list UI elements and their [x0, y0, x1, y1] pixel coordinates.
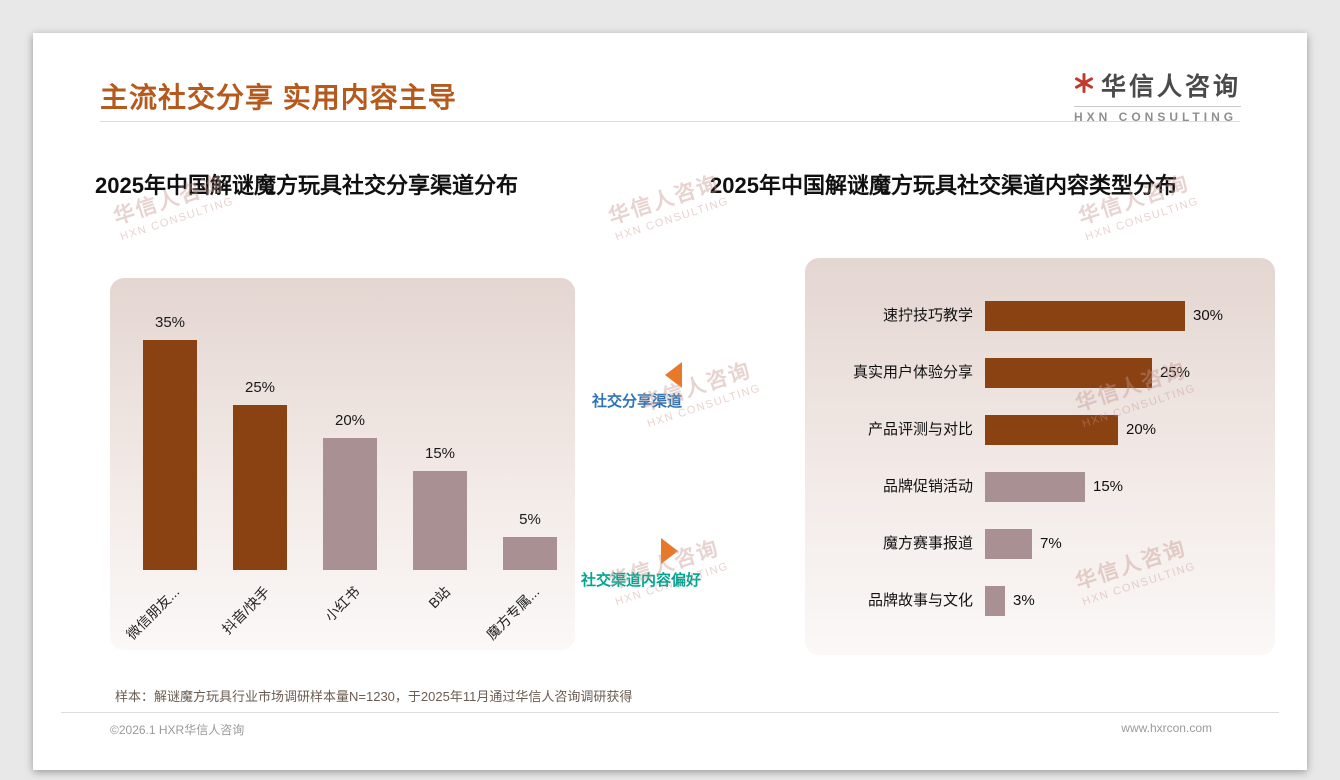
page-title: 主流社交分享 实用内容主导: [100, 82, 457, 113]
right-chart-plot: 速拧技巧教学 30% 真实用户体验分享 25% 产品评测与对比 20% 品牌促销活动 15% 魔…: [805, 258, 1275, 655]
bar: [233, 405, 287, 570]
bar-category-label: 产品评测与对比: [867, 421, 973, 438]
bar-category-label: 速拧技巧教学: [882, 307, 973, 324]
footer-copyright: ©2026.1 HXR华信人咨询: [110, 723, 245, 737]
bar-value-label: 5%: [519, 511, 541, 528]
footer-divider: [61, 712, 1279, 713]
bar-category-label: B站: [424, 583, 453, 612]
bar-value-label: 35%: [154, 314, 186, 331]
arrow-right-icon: [661, 538, 678, 564]
bar: [985, 586, 1005, 616]
left-chart-plot: 35% 微信朋友... 25% 抖音/快手 20% 小红书 15% B站 5% 魔方专属...: [110, 278, 575, 650]
logo-mark-icon: [1074, 72, 1094, 98]
logo-name-cn: 华信人咨询: [1100, 73, 1241, 101]
logo-name-en: HXN CONSULTING: [1073, 106, 1241, 124]
bar: [143, 340, 197, 570]
bar-value-label: 25%: [244, 379, 276, 396]
bar-category-label: 微信朋友...: [123, 583, 183, 643]
footer-website: www.hxrcon.com: [1121, 721, 1212, 735]
header-divider: [100, 121, 1240, 122]
bar: [323, 438, 377, 570]
bar-value-label: 30%: [1193, 307, 1224, 324]
bar-value-label: 25%: [1160, 364, 1191, 381]
bar: [413, 471, 467, 570]
bar-category-label: 抖音/快手: [219, 583, 273, 638]
bar-value-label: 15%: [424, 445, 456, 462]
bar-category-label: 真实用户体验分享: [852, 364, 973, 381]
annotation-content-preference: 社交渠道内容偏好: [580, 572, 701, 589]
bar-value-label: 20%: [1126, 421, 1157, 438]
logo: 华信人咨询 HXN CONSULTING: [1073, 67, 1241, 124]
bar: [985, 358, 1152, 388]
right-chart-title: 2025年中国解谜魔方玩具社交渠道内容类型分布: [710, 173, 1177, 198]
left-chart-title: 2025年中国解谜魔方玩具社交分享渠道分布: [95, 173, 518, 198]
bar: [985, 472, 1085, 502]
bar-category-label: 魔方专属...: [483, 583, 543, 643]
slide-card: 主流社交分享 实用内容主导 华信人咨询 HXN CONSULTING 2025年…: [33, 33, 1307, 770]
right-chart-panel: 速拧技巧教学 30% 真实用户体验分享 25% 产品评测与对比 20% 品牌促销活动 15% 魔…: [805, 258, 1275, 655]
bar-value-label: 20%: [334, 412, 366, 429]
bar-value-label: 3%: [1013, 592, 1035, 609]
bar: [503, 537, 557, 570]
bar-value-label: 15%: [1093, 478, 1124, 495]
arrow-left-icon: [665, 362, 682, 388]
bar: [985, 301, 1185, 331]
bar-category-label: 品牌故事与文化: [867, 592, 973, 609]
bar-category-label: 魔方赛事报道: [882, 535, 973, 552]
bar: [985, 529, 1032, 559]
left-chart-panel: 35% 微信朋友... 25% 抖音/快手 20% 小红书 15% B站 5% 魔方专属...: [110, 278, 575, 650]
annotation-share-channel: 社交分享渠道: [591, 393, 682, 410]
logo-top: 华信人咨询: [1074, 67, 1241, 103]
bar-category-label: 品牌促销活动: [882, 478, 973, 495]
bar: [985, 415, 1118, 445]
sample-footnote: 样本：解谜魔方玩具行业市场调研样本量N=1230，于2025年11月通过华信人咨…: [115, 689, 633, 704]
bar-category-label: 小红书: [321, 583, 363, 625]
bar-value-label: 7%: [1040, 535, 1062, 552]
